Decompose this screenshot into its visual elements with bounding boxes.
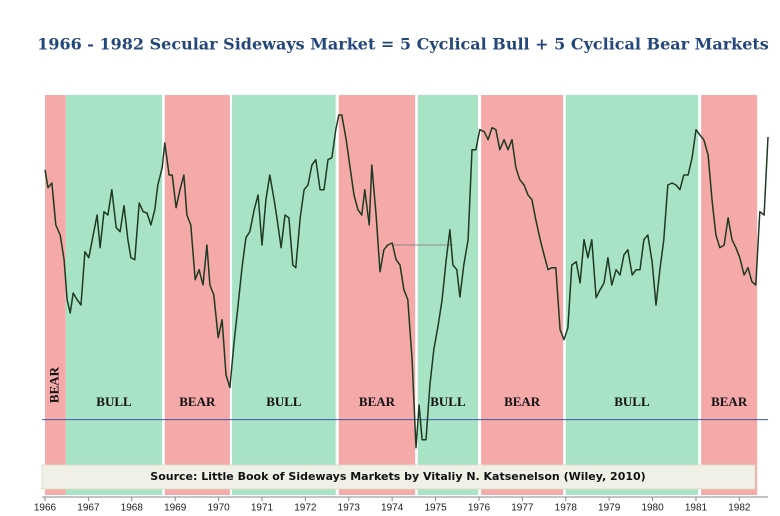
x-tick-label: 1975 (424, 503, 447, 514)
regions: BEAR BULL BEAR BULL BEAR BULL BEAR BULL BEAR (45, 95, 758, 495)
region-label: BEAR (359, 394, 396, 409)
region-label: BEAR (179, 394, 216, 409)
region (164, 95, 230, 495)
x-tick-label: 1980 (641, 503, 664, 514)
x-tick-label: 1970 (207, 503, 230, 514)
x-tick-label: 1976 (468, 503, 491, 514)
chart-title: 1966 - 1982 Secular Sideways Market = 5 … (37, 35, 769, 54)
region (45, 95, 66, 495)
x-tick-label: 1966 (34, 503, 57, 514)
region-label: BULL (614, 394, 650, 409)
region (417, 95, 479, 495)
x-tick-label: 1978 (555, 503, 578, 514)
source-box (41, 464, 756, 490)
x-tick-label: 1973 (338, 503, 361, 514)
region-label: BEAR (711, 394, 748, 409)
x-tick-label: 1969 (164, 503, 187, 514)
region (232, 95, 336, 495)
region-label: BULL (96, 394, 132, 409)
region (481, 95, 564, 495)
x-tick-label: 1971 (251, 503, 274, 514)
region-label: BULL (266, 394, 302, 409)
x-tick-label: 1979 (598, 503, 621, 514)
price-line (44, 114, 769, 449)
region (338, 95, 416, 495)
source-note: Source: Little Book of Sideways Markets … (150, 470, 645, 483)
x-tick-label: 1974 (381, 503, 404, 514)
x-tick-label: 1981 (685, 503, 708, 514)
x-tick-label: 1968 (121, 503, 144, 514)
region (565, 95, 699, 495)
plot: Source: Little Book of Sideways Markets … (34, 114, 769, 514)
region-label: BEAR (504, 394, 541, 409)
x-tick-label: 1972 (294, 503, 317, 514)
x-tick-label: 1982 (728, 503, 751, 514)
region (65, 95, 163, 495)
region-label: BEAR (46, 366, 61, 403)
x-tick-label: 1967 (77, 503, 100, 514)
x-tick-label: 1977 (511, 503, 534, 514)
region (701, 95, 758, 495)
region-label: BULL (430, 394, 466, 409)
